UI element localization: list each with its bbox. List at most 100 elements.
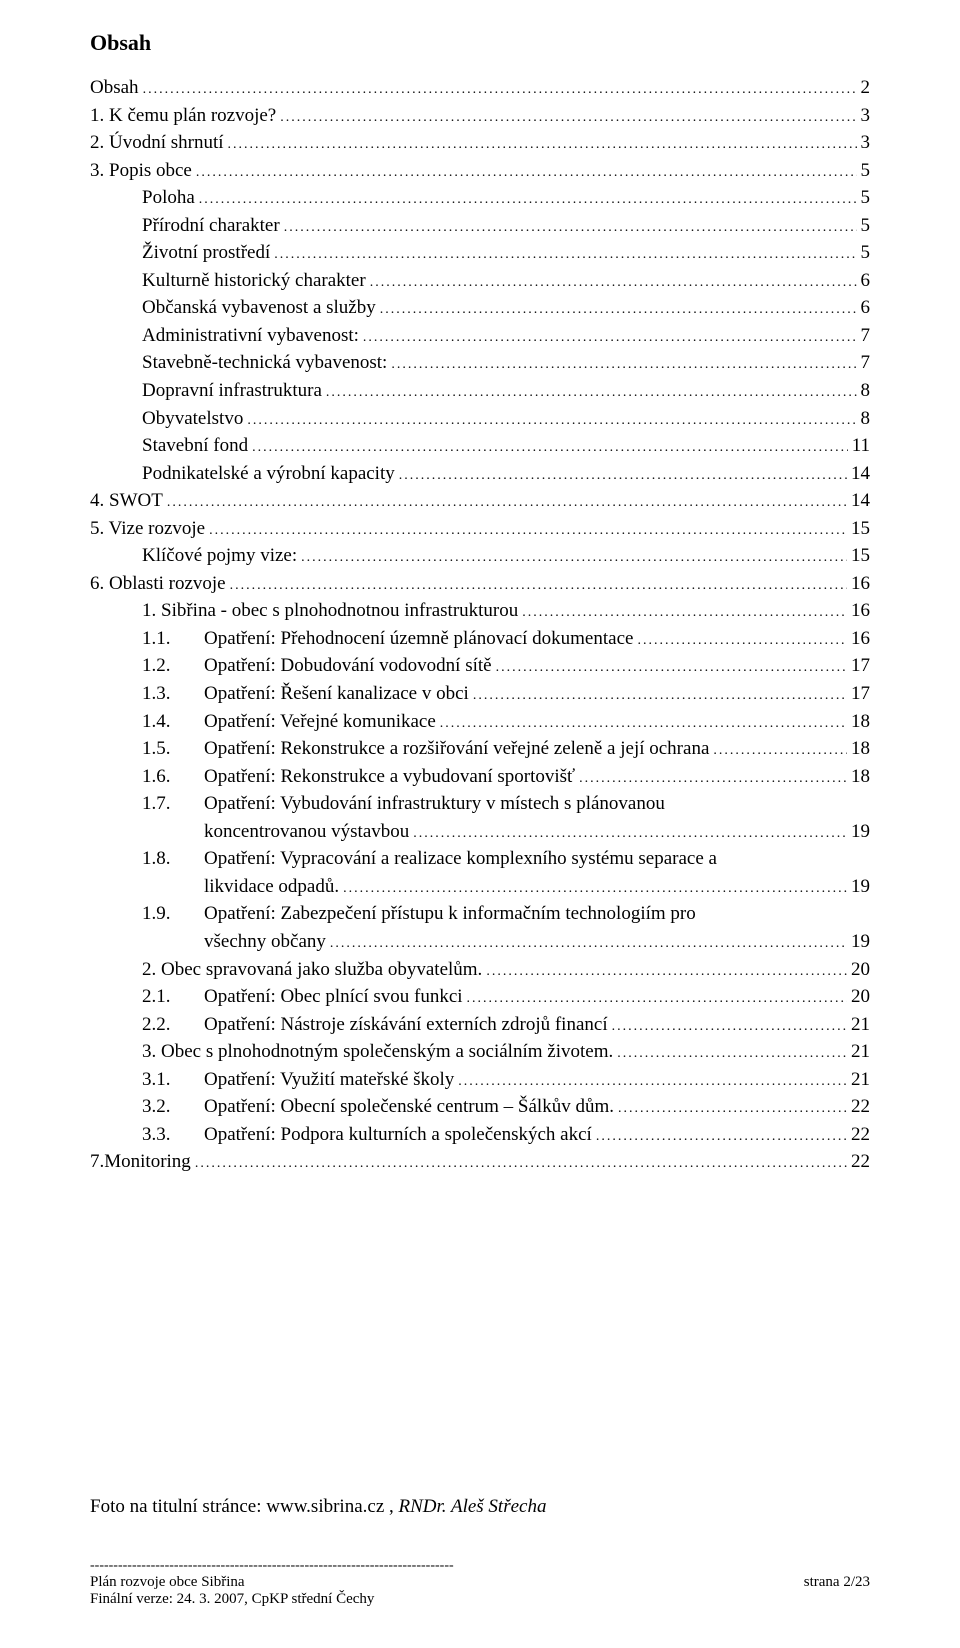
toc-entry: 1.3.Opatření: Řešení kanalizace v obci17 — [90, 680, 870, 708]
toc-leader-dots — [274, 239, 856, 267]
toc-entry: Přírodní charakter 5 — [90, 212, 870, 240]
toc-entry-page: 5 — [861, 212, 871, 240]
toc-entry-label: 1.5.Opatření: Rekonstrukce a rozšiřování… — [142, 735, 709, 763]
toc-entry-label: 5. Vize rozvoje — [90, 515, 205, 543]
toc-leader-dots — [596, 1121, 847, 1149]
toc-entry: 1.5.Opatření: Rekonstrukce a rozšiřování… — [90, 735, 870, 763]
toc-leader-dots — [167, 487, 847, 515]
page-footer: Plán rozvoje obce Sibřina Finální verze:… — [90, 1574, 870, 1608]
toc-entry: 3.3.Opatření: Podpora kulturních a spole… — [90, 1121, 870, 1149]
toc-entry-label: Obyvatelstvo — [142, 405, 243, 433]
toc-entry-line2: koncentrovanou výstavbou 19 — [204, 818, 870, 846]
toc-entry: Životní prostředí5 — [90, 239, 870, 267]
photo-credit-author: RNDr. Aleš Střecha — [399, 1496, 547, 1517]
toc-entry-page: 7 — [861, 349, 871, 377]
toc-entry: Obyvatelstvo 8 — [90, 405, 870, 433]
toc-entry-page: 6 — [861, 294, 871, 322]
toc-entry-number: 2.2. — [142, 1011, 204, 1039]
toc-entry-page: 3 — [861, 129, 871, 157]
toc-leader-dots — [143, 74, 857, 102]
toc-leader-dots — [230, 570, 847, 598]
toc-leader-dots — [486, 956, 847, 984]
toc-entry: Obsah2 — [90, 74, 870, 102]
toc-entry-label: 3. Popis obce — [90, 157, 192, 185]
toc-leader-dots — [326, 377, 857, 405]
toc-entry-number: 1.5. — [142, 735, 204, 763]
toc-entry-line1: 1.9.Opatření: Zabezpečení přístupu k inf… — [142, 900, 870, 928]
footer-version: Finální verze: 24. 3. 2007, CpKP střední… — [90, 1591, 374, 1608]
toc-entry: Dopravní infrastruktura8 — [90, 377, 870, 405]
toc-entry-label: 3. Obec s plnohodnotným společenským a s… — [142, 1038, 613, 1066]
toc-leader-dots — [280, 102, 856, 130]
toc-entry-page: 15 — [851, 515, 870, 543]
toc-entry-number: 1.6. — [142, 763, 204, 791]
toc-entry-label: koncentrovanou výstavbou — [204, 818, 409, 846]
toc-entry: 2.2.Opatření: Nástroje získávání externí… — [90, 1011, 870, 1039]
toc-entry-page: 16 — [851, 597, 870, 625]
toc-entry-page: 11 — [852, 432, 870, 460]
toc-entry-page: 15 — [851, 542, 870, 570]
toc-entry-number: 3.2. — [142, 1093, 204, 1121]
footer-left: Plán rozvoje obce Sibřina Finální verze:… — [90, 1574, 374, 1608]
toc-entry-number: 1.9. — [142, 900, 204, 928]
toc-entry: Administrativní vybavenost:7 — [90, 322, 870, 350]
toc-entry-page: 2 — [861, 74, 871, 102]
toc-entry: 3.2.Opatření: Obecní společenské centrum… — [90, 1093, 870, 1121]
footer-page-number: strana 2/23 — [804, 1574, 870, 1608]
toc-entry-line2: všechny občany19 — [204, 928, 870, 956]
toc-leader-dots — [343, 873, 847, 901]
toc-entry-page: 5 — [861, 184, 871, 212]
footer-doc-title: Plán rozvoje obce Sibřina — [90, 1574, 374, 1591]
footer-separator: ----------------------------------------… — [90, 1558, 870, 1574]
toc-leader-dots — [330, 928, 847, 956]
toc-entry-label: všechny občany — [204, 928, 326, 956]
toc-leader-dots — [247, 405, 856, 433]
toc-leader-dots — [713, 735, 847, 763]
toc-entry-label: 4. SWOT — [90, 487, 163, 515]
photo-credit-text: Foto na titulní stránce: www.sibrina.cz … — [90, 1496, 399, 1517]
toc-entry: 1. K čemu plán rozvoje? 3 — [90, 102, 870, 130]
toc-entry-page: 20 — [851, 956, 870, 984]
toc-entry: Podnikatelské a výrobní kapacity14 — [90, 460, 870, 488]
toc-entry-page: 22 — [851, 1093, 870, 1121]
toc-entry-page: 8 — [861, 405, 871, 433]
toc-entry: 1.6.Opatření: Rekonstrukce a vybudovaní … — [90, 763, 870, 791]
toc-entry-page: 21 — [851, 1011, 870, 1039]
toc-entry-page: 17 — [851, 652, 870, 680]
toc-leader-dots — [228, 129, 857, 157]
toc-entry-label: Přírodní charakter — [142, 212, 280, 240]
toc-leader-dots — [612, 1011, 847, 1039]
toc-leader-dots — [301, 542, 847, 570]
toc-entry-label: Dopravní infrastruktura — [142, 377, 322, 405]
toc-entry-line2: likvidace odpadů.19 — [204, 873, 870, 901]
toc-entry-label: 2. Obec spravovaná jako služba obyvatelů… — [142, 956, 482, 984]
document-page: Obsah Obsah21. K čemu plán rozvoje?32. Ú… — [0, 0, 960, 1648]
toc-entry-label: 3.1.Opatření: Využití mateřské školy — [142, 1066, 454, 1094]
toc-entry-label: Administrativní vybavenost: — [142, 322, 359, 350]
toc-leader-dots — [195, 1148, 847, 1176]
toc-leader-dots — [391, 349, 856, 377]
toc-entry-number: 3.3. — [142, 1121, 204, 1149]
toc-entry-page: 17 — [851, 680, 870, 708]
toc-leader-dots — [458, 1066, 847, 1094]
toc-entry-line1: 1.8.Opatření: Vypracování a realizace ko… — [142, 845, 870, 873]
toc-entry: 4. SWOT 14 — [90, 487, 870, 515]
toc-entry-page: 14 — [851, 487, 870, 515]
toc-leader-dots — [467, 983, 847, 1011]
toc-leader-dots — [473, 680, 847, 708]
toc-entry-page: 21 — [851, 1038, 870, 1066]
toc-entry-label: Podnikatelské a výrobní kapacity — [142, 460, 395, 488]
toc-entry-label: 1. K čemu plán rozvoje? — [90, 102, 276, 130]
toc-entry: 3. Popis obce5 — [90, 157, 870, 185]
toc-entry-label: Občanská vybavenost a služby — [142, 294, 376, 322]
toc-entry: 7.Monitoring22 — [90, 1148, 870, 1176]
toc-entry-page: 3 — [861, 102, 871, 130]
toc-entry-number: 3.1. — [142, 1066, 204, 1094]
toc-entry: 1. Sibřina - obec s plnohodnotnou infras… — [90, 597, 870, 625]
toc-entry: 1.1.Opatření: Přehodnocení územně plánov… — [90, 625, 870, 653]
toc-entry-number: 7. — [90, 1151, 104, 1172]
toc-entry-page: 19 — [851, 818, 870, 846]
toc-entry: 2. Obec spravovaná jako služba obyvatelů… — [90, 956, 870, 984]
toc-entry-label: 6. Oblasti rozvoje — [90, 570, 226, 598]
toc-leader-dots — [399, 460, 847, 488]
